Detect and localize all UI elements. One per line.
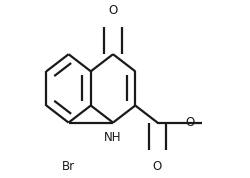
Text: O: O [153,160,162,173]
Text: NH: NH [104,131,122,144]
Text: O: O [108,4,118,17]
Text: O: O [186,116,195,129]
Text: Br: Br [62,160,75,173]
